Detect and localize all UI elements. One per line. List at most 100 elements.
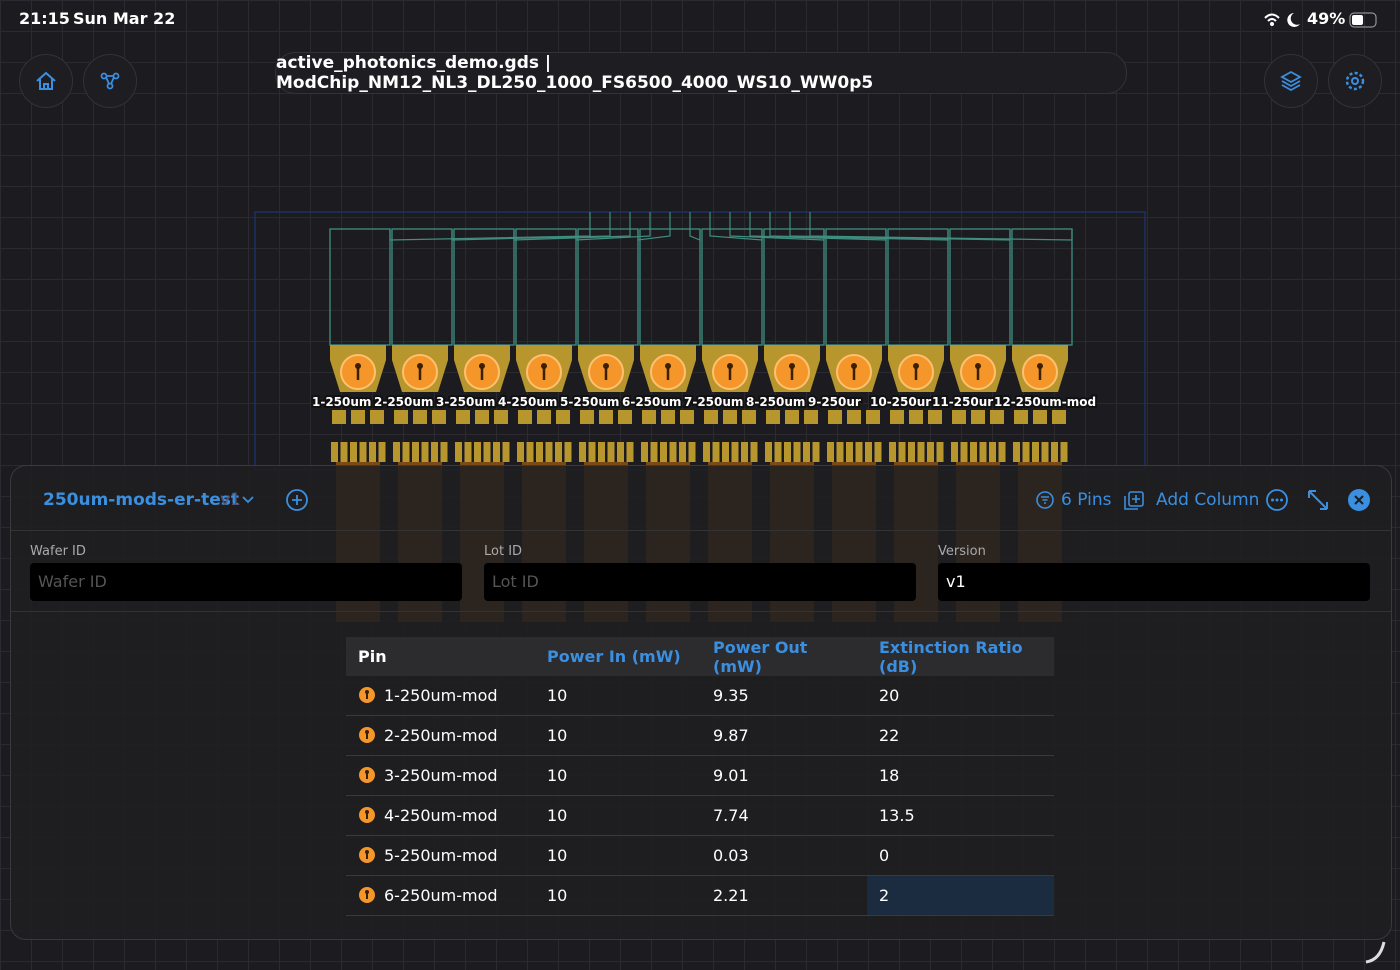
- table-cell: 5-250um-mod: [346, 835, 535, 876]
- wire: [689, 212, 701, 241]
- pad: [1013, 442, 1020, 462]
- home-button[interactable]: [19, 54, 73, 108]
- pin-name: 4-250um-mod: [384, 806, 498, 825]
- cell-value: 10: [547, 806, 568, 825]
- header-row: Pin Power In (mW) Power Out (mW) Extinction…: [346, 637, 1054, 676]
- dataset-name[interactable]: 250um-mods-er-test: [43, 490, 239, 510]
- add-column[interactable]: Add Column: [1156, 490, 1260, 510]
- pin-label: 11-250ur: [932, 395, 993, 409]
- pad: [765, 442, 772, 462]
- pin-name: 5-250um-mod: [384, 846, 498, 865]
- wire: [515, 228, 577, 346]
- status-icons: [1264, 12, 1377, 28]
- filter-icon[interactable]: [1035, 490, 1055, 510]
- pad: [1014, 410, 1028, 424]
- pin-name: 1-250um-mod: [384, 686, 498, 705]
- pad: [502, 442, 510, 462]
- pin-icon: [355, 363, 361, 369]
- expand-button[interactable]: [1306, 488, 1330, 512]
- pad: [464, 442, 472, 462]
- lot-input[interactable]: Lot ID: [484, 563, 916, 601]
- table-cell: 18: [867, 755, 1054, 796]
- pad: [421, 442, 429, 462]
- add-button[interactable]: [285, 488, 309, 512]
- pad: [952, 410, 966, 424]
- pad: [642, 410, 656, 424]
- pad: [351, 410, 365, 424]
- pad: [413, 410, 427, 424]
- pin-label: 12-250um-mod: [994, 395, 1096, 409]
- pad: [474, 442, 481, 462]
- pad: [1022, 442, 1030, 462]
- pins-count[interactable]: 6 Pins: [1061, 490, 1112, 510]
- pad: [712, 442, 720, 462]
- pad: [827, 442, 834, 462]
- version-input[interactable]: v1: [938, 563, 1370, 601]
- pad: [990, 410, 1004, 424]
- table-cell: 9.01: [701, 755, 867, 796]
- table-cell: 6-250um-mod: [346, 875, 535, 916]
- more-button[interactable]: [1265, 488, 1289, 512]
- pin-icon: [359, 767, 375, 783]
- pad: [785, 410, 799, 424]
- pad: [555, 442, 562, 462]
- pin-icon: [541, 363, 547, 369]
- pad: [580, 410, 594, 424]
- wire: [1011, 228, 1073, 346]
- settings-button[interactable]: [1328, 54, 1382, 108]
- table-cell: 10: [535, 715, 701, 756]
- pad: [440, 442, 448, 462]
- time: 21:15: [19, 9, 70, 28]
- pad: [412, 442, 419, 462]
- wire: [729, 212, 825, 241]
- pad: [704, 410, 718, 424]
- table-body: 1-250um-mod 10 9.35 20 2-250um-mod 10 9.87 22 3-…: [346, 676, 1054, 916]
- wire: [513, 212, 631, 241]
- graph-button[interactable]: [83, 54, 137, 108]
- pad: [970, 442, 977, 462]
- cell-value: 0: [879, 846, 890, 865]
- pad: [846, 442, 853, 462]
- wire: [749, 212, 887, 241]
- pad: [402, 442, 410, 462]
- pad: [661, 410, 675, 424]
- layers-button[interactable]: [1264, 54, 1318, 108]
- pad: [340, 442, 348, 462]
- wire: [763, 228, 825, 346]
- pin-label: 7-250um: [684, 395, 743, 409]
- pin-icon: [359, 687, 375, 703]
- wire: [575, 212, 651, 241]
- resize-handle[interactable]: [1362, 936, 1396, 966]
- pad: [650, 442, 658, 462]
- wafer-input[interactable]: Wafer ID: [30, 563, 462, 601]
- pad: [598, 442, 605, 462]
- pad: [855, 442, 863, 462]
- pad: [928, 410, 942, 424]
- field-label: Lot ID: [484, 544, 523, 559]
- close-button[interactable]: [1347, 488, 1371, 512]
- battery: 49%: [1307, 9, 1346, 28]
- pad: [432, 410, 446, 424]
- pad: [456, 410, 470, 424]
- pin-label: 1-250um: [312, 395, 371, 409]
- pin-name: 2-250um-mod: [384, 726, 498, 745]
- add-column-icon[interactable]: [1123, 489, 1145, 511]
- pin-label: 8-250um: [746, 395, 805, 409]
- cell-value: 22: [879, 726, 900, 745]
- pad: [626, 442, 634, 462]
- table-cell: 10: [535, 755, 701, 796]
- date: Sun Mar 22: [73, 9, 176, 28]
- pin-icon: [603, 363, 609, 369]
- column-header: Extinction Ratio (dB): [867, 637, 1054, 676]
- cell-value: 7.74: [713, 806, 749, 825]
- dataset-version[interactable]: v1: [220, 490, 241, 510]
- chevron[interactable]: [241, 492, 255, 506]
- divider: [11, 530, 1391, 531]
- pin-label: 4-250um: [498, 395, 557, 409]
- pad: [556, 410, 570, 424]
- cell-value: 2: [879, 886, 890, 905]
- pad: [971, 410, 985, 424]
- pad: [1051, 442, 1058, 462]
- pin-icon: [359, 887, 375, 903]
